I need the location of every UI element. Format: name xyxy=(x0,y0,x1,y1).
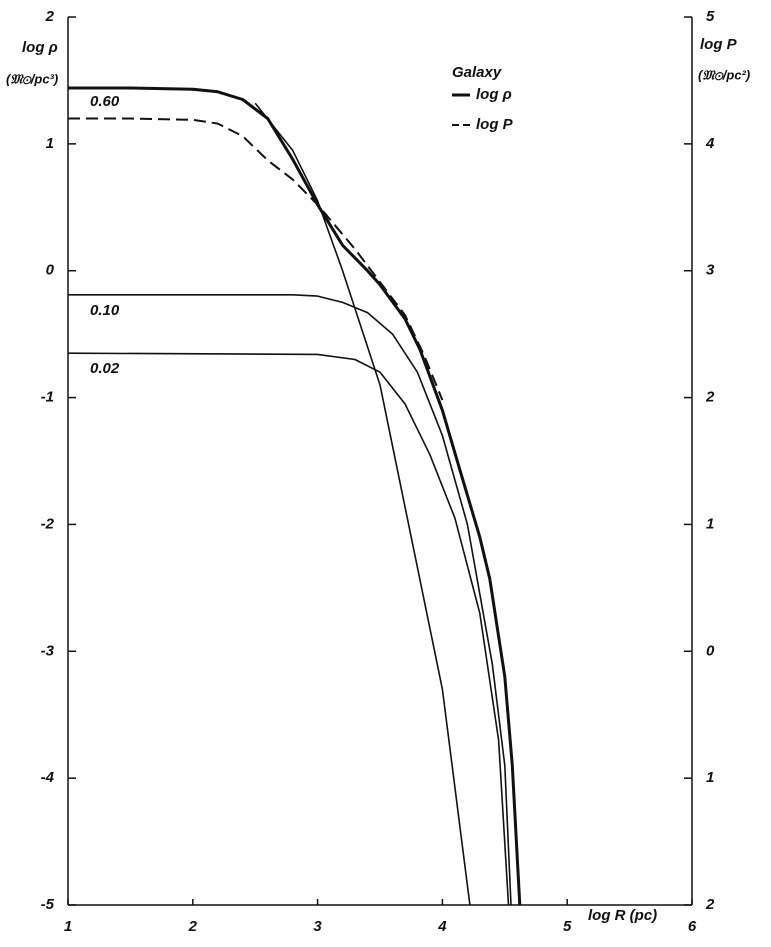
legend-label: log ρ xyxy=(476,86,512,103)
y-axis-label: log ρ xyxy=(22,39,58,56)
curve-label: 0.60 xyxy=(90,93,120,110)
curve-label: 0.02 xyxy=(90,360,120,377)
y-tick-label: 0 xyxy=(46,262,55,279)
y-axis-unit: (𝔐⊙/pc³) xyxy=(6,71,58,86)
y2-tick-label: 5 xyxy=(706,8,715,25)
y2-tick-label: 1 xyxy=(706,515,714,532)
x-tick-label: 2 xyxy=(188,918,198,935)
y2-tick-label: 2 xyxy=(705,896,715,913)
y2-tick-label: 3 xyxy=(706,262,715,279)
curve xyxy=(68,86,522,906)
y2-tick-label: 0 xyxy=(706,642,715,659)
y-tick-label: 1 xyxy=(46,135,54,152)
curve xyxy=(68,294,512,906)
x-tick-label: 3 xyxy=(313,918,322,935)
x-tick-label: 4 xyxy=(437,918,447,935)
y-tick-label: -2 xyxy=(41,515,55,532)
curve xyxy=(68,117,444,401)
y2-tick-label: 2 xyxy=(705,389,715,406)
x-tick-label: 5 xyxy=(563,918,572,935)
curve-label: 0.10 xyxy=(90,302,120,319)
y-tick-label: -5 xyxy=(41,896,55,913)
legend-label: log P xyxy=(476,116,514,133)
y2-tick-label: 1 xyxy=(706,769,714,786)
y2-tick-label: 4 xyxy=(705,135,715,152)
x-tick-label: 1 xyxy=(64,918,72,935)
y2-axis-unit: (𝔐⊙/pc²) xyxy=(698,67,750,82)
x-axis-label: log R (pc) xyxy=(588,907,657,924)
curve xyxy=(254,102,471,906)
y-tick-label: -4 xyxy=(41,769,55,786)
curve xyxy=(67,352,510,906)
y2-axis-label: log P xyxy=(700,36,738,53)
y-tick-label: -1 xyxy=(41,389,54,406)
x-tick-label: 6 xyxy=(688,918,697,935)
legend-title: Galaxy xyxy=(452,64,502,81)
y-tick-label: -3 xyxy=(41,642,55,659)
y-tick-label: 2 xyxy=(45,8,55,25)
